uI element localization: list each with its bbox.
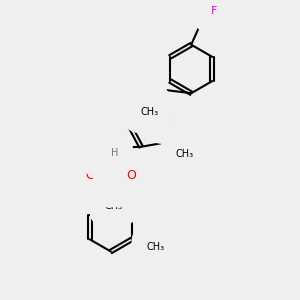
Text: N: N xyxy=(102,148,112,161)
Text: H: H xyxy=(111,148,118,158)
Text: CH₃: CH₃ xyxy=(140,107,158,117)
Text: CH₃: CH₃ xyxy=(104,201,122,211)
Text: CH₃: CH₃ xyxy=(175,149,194,159)
Text: S: S xyxy=(106,169,116,184)
Text: N: N xyxy=(142,102,151,115)
Text: N: N xyxy=(164,112,173,125)
Text: O: O xyxy=(126,169,136,182)
Text: F: F xyxy=(199,0,206,7)
Text: F: F xyxy=(210,6,217,16)
Text: CH₃: CH₃ xyxy=(146,242,164,252)
Text: F: F xyxy=(184,2,191,12)
Text: O: O xyxy=(85,169,95,182)
